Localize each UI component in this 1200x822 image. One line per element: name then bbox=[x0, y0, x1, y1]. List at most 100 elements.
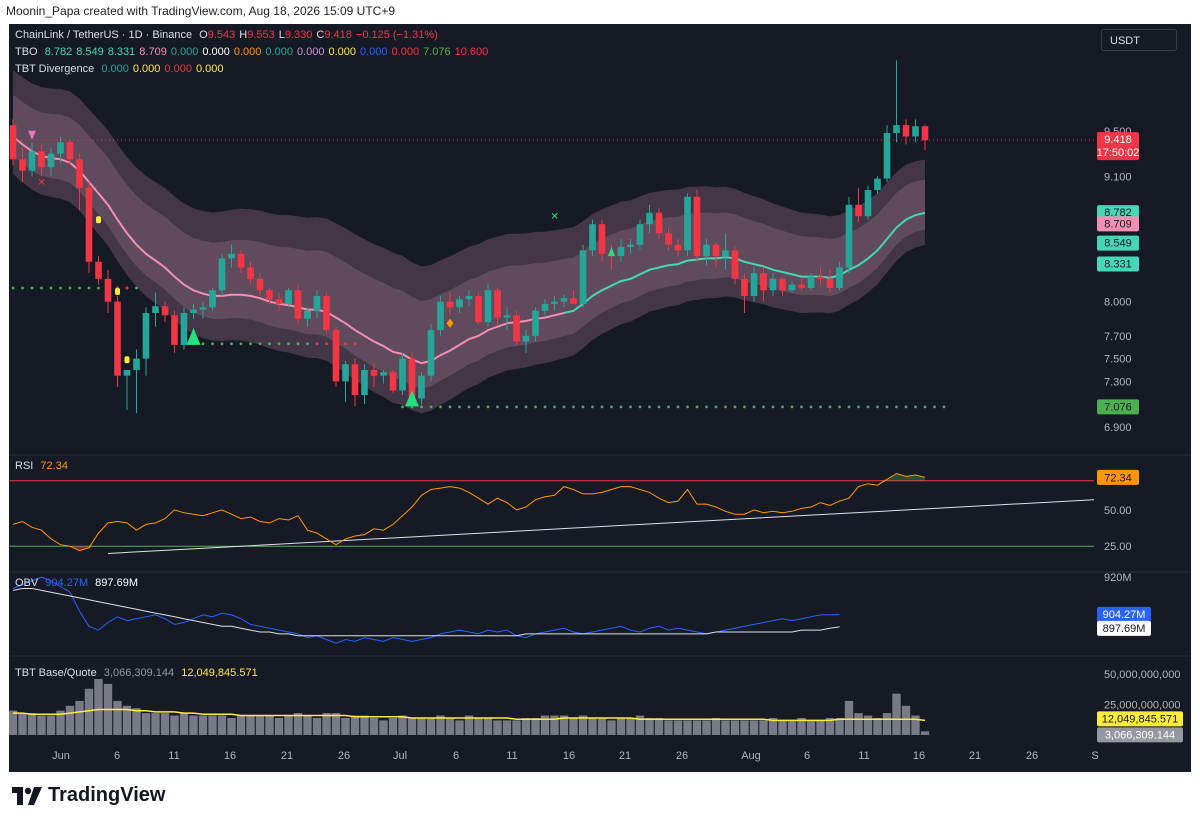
currency-button[interactable]: USDT bbox=[1101, 29, 1177, 51]
volume-bar bbox=[569, 717, 578, 735]
stop-line-green-2-dot bbox=[296, 342, 300, 346]
stop-line-green-3-dot bbox=[534, 405, 537, 409]
candle-body bbox=[665, 233, 672, 245]
candle-body bbox=[446, 301, 454, 308]
volume-bar bbox=[892, 693, 901, 735]
tbo-value-9: 0.000 bbox=[328, 46, 356, 58]
candle-body bbox=[798, 284, 805, 288]
stop-line-green-3-dot bbox=[629, 405, 632, 409]
volume-bar bbox=[493, 720, 502, 735]
stop-line-green-3-dot bbox=[866, 405, 870, 409]
stop-line-green-3-dot bbox=[895, 405, 898, 409]
stop-line-green-3-dot bbox=[781, 405, 784, 409]
time-axis-tick: 11 bbox=[858, 750, 869, 762]
volume-bar bbox=[540, 715, 550, 735]
volume-bar bbox=[626, 717, 635, 735]
candle-body bbox=[589, 224, 596, 251]
candle-body bbox=[218, 258, 226, 291]
stop-line-green-3-dot bbox=[429, 405, 433, 409]
volume-bar bbox=[635, 715, 645, 735]
volume-bar bbox=[673, 720, 683, 735]
stop-line-red-2-dot bbox=[325, 342, 328, 346]
price-label-text: 8.709 bbox=[1104, 218, 1132, 230]
volume-bar bbox=[797, 717, 806, 735]
volume-bar bbox=[702, 720, 711, 735]
candle-body bbox=[361, 369, 368, 396]
stop-line-green-3-dot bbox=[619, 405, 623, 409]
tbt-div-values: 0.000 0.000 0.000 0.000 bbox=[101, 63, 227, 75]
chart-panel[interactable]: ✕ ✕ 9.500 9.100 8.000 7.700 7.500 7.300 6.900 9.4… bbox=[9, 24, 1191, 772]
stop-line-green-3-dot bbox=[543, 405, 547, 409]
candle-body bbox=[674, 244, 682, 251]
price-label-badge bbox=[1097, 205, 1139, 221]
price-label-text: 8.549 bbox=[1104, 238, 1132, 250]
ohlc-values: O9.543 H9.553 L9.330 C9.418 −0.125 (−1.31%) bbox=[199, 29, 442, 41]
stop-line-green-3-dot bbox=[676, 405, 680, 409]
candle-body bbox=[370, 369, 378, 376]
candle-body bbox=[627, 244, 634, 247]
candle-body bbox=[285, 290, 292, 304]
tradingview-wordmark: TradingView bbox=[48, 784, 166, 806]
stop-line-green-2-dot bbox=[239, 342, 243, 346]
time-axis-tick: 6 bbox=[804, 750, 810, 762]
stop-line-green-3-dot bbox=[505, 405, 509, 409]
candle-body bbox=[513, 315, 520, 342]
volume-bar bbox=[873, 717, 882, 735]
candle-body bbox=[912, 126, 919, 137]
candle-body bbox=[655, 212, 663, 234]
candle-body bbox=[9, 125, 17, 160]
candle-body bbox=[28, 151, 36, 171]
footer-brand: TradingView bbox=[12, 784, 165, 807]
candle-body bbox=[703, 244, 710, 257]
volume-bar bbox=[816, 720, 825, 735]
candle-body bbox=[788, 284, 796, 291]
stop-line-green-3-dot bbox=[467, 405, 471, 409]
tbo-value-13: 10.600 bbox=[454, 46, 489, 58]
stop-line-green-3-dot bbox=[714, 405, 718, 409]
tbo-values: 8.782 8.549 8.331 8.709 0.000 0.000 0.000 0.000… bbox=[45, 46, 493, 58]
sell-cross-icon: ✕ bbox=[38, 177, 46, 188]
stop-line-green-2-dot bbox=[287, 342, 290, 346]
time-axis-tick: 16 bbox=[913, 750, 925, 762]
volume-bar bbox=[806, 720, 816, 735]
stop-line-green-3-dot bbox=[828, 405, 832, 409]
stop-line-green-3-dot bbox=[724, 405, 727, 409]
candle-body bbox=[541, 303, 549, 311]
volume-bar bbox=[208, 715, 217, 735]
tbo-value-12: 7.076 bbox=[423, 46, 451, 58]
candle-body bbox=[807, 276, 815, 288]
obv-value: 904.27M bbox=[45, 577, 89, 589]
diamond-marker bbox=[446, 318, 454, 328]
candle-body bbox=[636, 224, 644, 245]
stop-line-green-3-dot bbox=[705, 405, 708, 409]
volume-bar bbox=[141, 713, 151, 735]
candle-body bbox=[893, 125, 900, 134]
chart-canvas[interactable]: ✕✕9.5009.1008.0007.7007.5007.3006.9009.4… bbox=[9, 24, 1191, 772]
volume-bar bbox=[759, 720, 768, 735]
volume-bar bbox=[616, 717, 626, 735]
price-label-text: 8.331 bbox=[1104, 258, 1132, 270]
stop-line-green-1-dot bbox=[97, 286, 100, 290]
main-legend: ChainLink / TetherUS · 1D · Binance O9.5… bbox=[15, 29, 446, 41]
candle-body bbox=[133, 358, 140, 370]
tbt-bq-value: 3,066,309.144 bbox=[103, 667, 175, 679]
volume-bar bbox=[56, 710, 65, 735]
candle-body bbox=[228, 253, 235, 259]
stop-line-green-3-dot bbox=[477, 405, 480, 409]
ohlc-C: C9.418 bbox=[316, 29, 352, 41]
symbol-label: ChainLink / TetherUS · 1D · Binance bbox=[15, 29, 193, 41]
volume-ma-line bbox=[13, 708, 926, 722]
time-axis-tick: 21 bbox=[619, 750, 631, 762]
tbt-bq-legend: TBT Base/Quote 3,066,309.144 12,049,845.… bbox=[15, 667, 262, 679]
stop-line-red-2-dot bbox=[353, 342, 357, 346]
volume-bar bbox=[749, 720, 759, 735]
time-axis-tick: Aug bbox=[741, 750, 761, 762]
ohlc-change: −0.125 (−1.31%) bbox=[355, 29, 438, 41]
volume-bar bbox=[9, 710, 18, 735]
candle-body bbox=[57, 142, 64, 154]
candle-body bbox=[313, 295, 321, 311]
obv-value-badge bbox=[1097, 606, 1151, 622]
tbo-value-2: 8.331 bbox=[107, 46, 136, 58]
volume-bar bbox=[303, 715, 312, 735]
tbo-label: TBO bbox=[15, 46, 38, 58]
